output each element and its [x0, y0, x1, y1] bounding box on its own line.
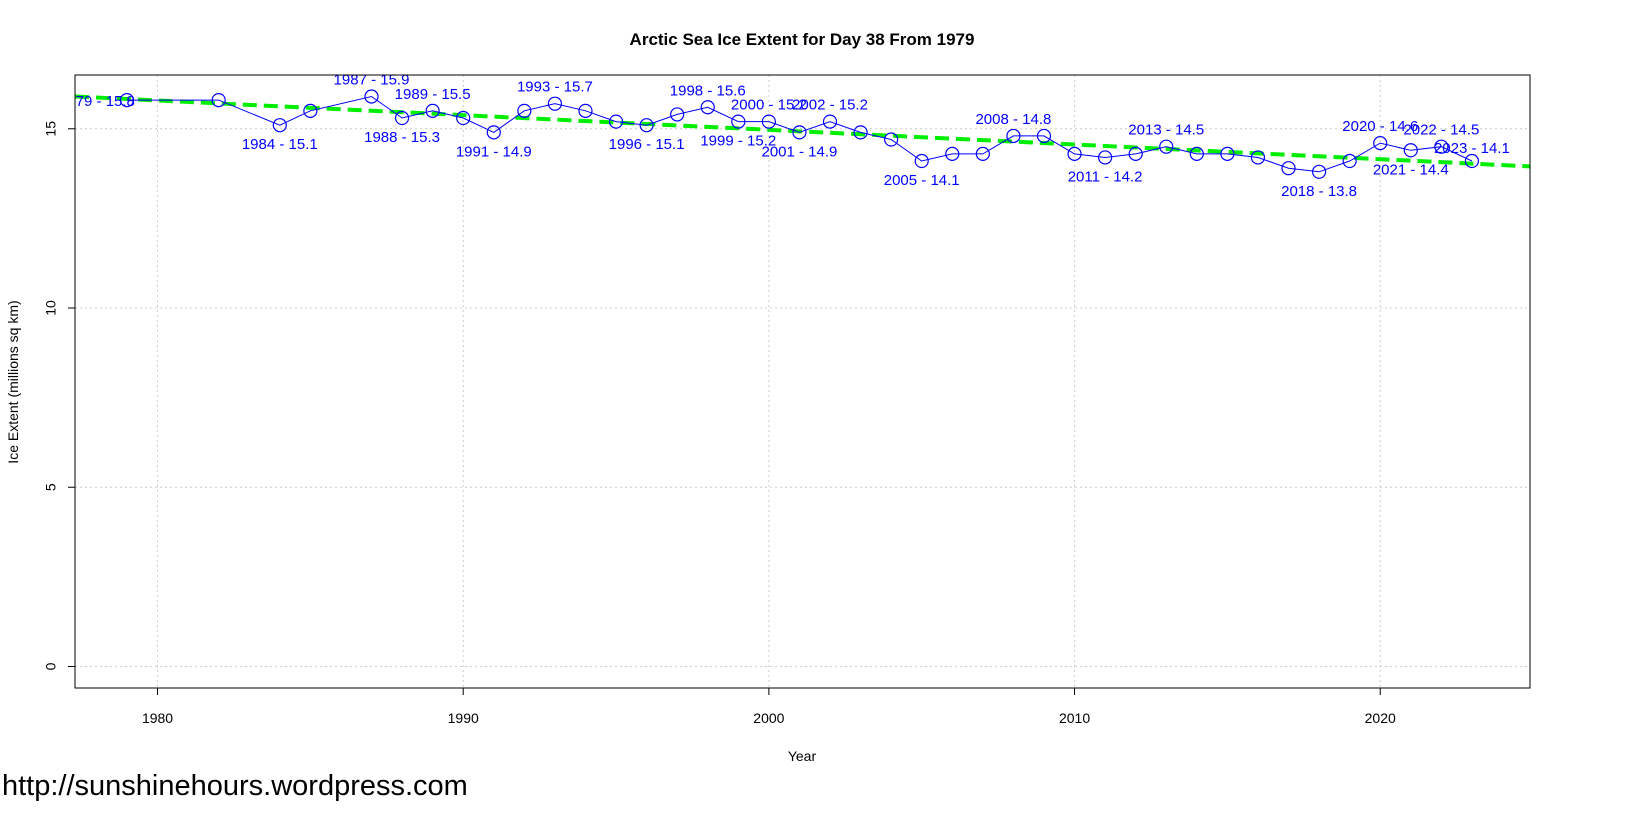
data-label: 1989 - 15.5 — [395, 86, 471, 103]
y-tick-label: 10 — [43, 300, 59, 316]
data-point — [1067, 146, 1082, 161]
data-point — [1036, 128, 1052, 144]
data-label: 2001 - 14.9 — [761, 143, 837, 160]
series-layer — [119, 89, 1480, 179]
data-point — [822, 114, 838, 129]
data-point — [1098, 150, 1113, 165]
data-label: 1988 - 15.3 — [364, 129, 440, 146]
data-point — [1159, 139, 1174, 154]
trend-line-layer — [75, 94, 1530, 169]
data-point — [425, 103, 440, 118]
y-axis-label: Ice Extent (millions sq km) — [5, 300, 21, 463]
x-tick-label: 2020 — [1365, 710, 1396, 726]
watermark-url: http://sunshinehours.wordpress.com — [2, 770, 468, 802]
data-point — [1403, 143, 1418, 158]
data-label: 2020 - 14.6 — [1342, 118, 1418, 135]
data-label: 2011 - 14.2 — [1068, 168, 1143, 185]
x-tick-label: 2010 — [1059, 710, 1090, 726]
data-point — [731, 114, 746, 129]
data-label: 2005 - 14.1 — [884, 172, 960, 189]
data-label: 1996 - 15.1 — [609, 136, 685, 153]
data-label: 1987 - 15.9 — [334, 72, 410, 89]
data-point — [303, 103, 318, 118]
trend-line — [75, 94, 1530, 169]
data-point — [639, 118, 654, 133]
data-label: 2021 - 14.4 — [1373, 161, 1449, 178]
data-point — [1220, 146, 1235, 161]
data-label: 2013 - 14.5 — [1128, 122, 1204, 139]
x-tick-label: 1990 — [448, 710, 479, 726]
data-point — [1342, 153, 1357, 169]
data-point — [1311, 164, 1327, 179]
data-point — [1189, 146, 1204, 161]
data-label: 2018 - 13.8 — [1281, 183, 1357, 200]
data-point — [1128, 146, 1143, 161]
grid — [75, 75, 1530, 688]
data-point — [1006, 128, 1021, 144]
axes: 1980 1990 2000 2010 2020 0 5 10 15 — [43, 121, 1396, 726]
data-point — [670, 107, 685, 122]
data-label: 1979 - 15.8 — [59, 93, 135, 110]
data-point — [761, 114, 776, 129]
data-point — [517, 103, 532, 118]
data-label: 2022 - 14.5 — [1403, 122, 1479, 139]
y-tick-label: 0 — [43, 662, 59, 670]
data-label: 1993 - 15.7 — [517, 79, 593, 96]
y-tick-label: 5 — [43, 483, 59, 491]
data-point — [394, 110, 410, 126]
series-line — [127, 95, 1473, 173]
data-point — [578, 103, 593, 118]
data-label: 1984 - 15.1 — [242, 136, 318, 153]
data-label: 2023 - 14.1 — [1434, 140, 1510, 157]
data-point — [884, 132, 899, 147]
plot-frame — [74, 74, 1531, 689]
data-label: 2000 - 15.2 — [731, 97, 807, 114]
data-point — [1434, 139, 1449, 154]
data-label-layer: 1979 - 15.8 1984 - 15.1 1987 - 15.9 1988 - … — [59, 72, 1510, 200]
x-tick-label: 1980 — [142, 710, 173, 726]
data-label: 1999 - 15.2 — [700, 133, 776, 150]
data-point — [792, 125, 807, 140]
data-point — [547, 96, 563, 111]
chart-title: Arctic Sea Ice Extent for Day 38 From 19… — [630, 30, 975, 49]
data-point — [1373, 136, 1388, 151]
data-label: 2002 - 15.2 — [792, 97, 868, 114]
data-label: 1991 - 14.9 — [456, 143, 532, 160]
x-tick-label: 2000 — [753, 710, 784, 726]
data-point — [1464, 153, 1480, 169]
data-point — [364, 89, 379, 104]
data-point — [945, 146, 960, 161]
data-point — [608, 114, 624, 129]
data-point — [853, 125, 868, 140]
data-point — [914, 153, 929, 169]
data-point — [975, 146, 990, 161]
data-point — [1281, 161, 1296, 176]
y-tick-label: 15 — [43, 121, 59, 137]
data-point — [1250, 150, 1266, 165]
data-point — [211, 92, 226, 108]
data-point — [486, 125, 501, 140]
data-point — [119, 92, 135, 108]
data-label: 2008 - 14.8 — [975, 111, 1051, 128]
data-point — [272, 118, 287, 133]
x-axis-label: Year — [788, 748, 817, 764]
data-point — [700, 100, 715, 115]
data-label: 1998 - 15.6 — [670, 82, 746, 99]
data-point — [456, 110, 471, 126]
